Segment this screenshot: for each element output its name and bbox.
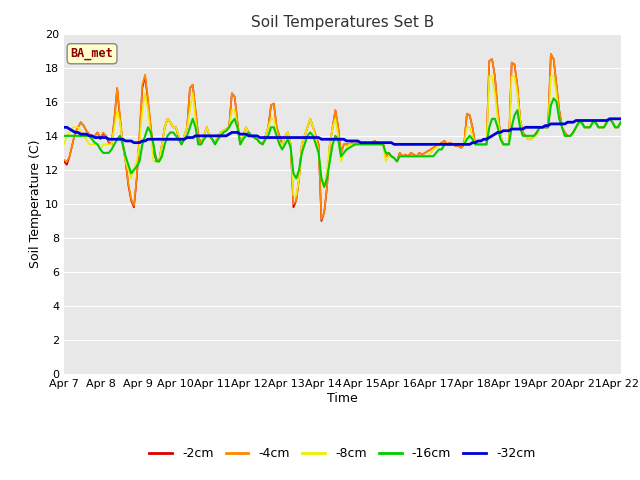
-32cm xyxy=(83,131,90,137)
-2cm xyxy=(595,124,602,130)
-32cm xyxy=(93,135,101,141)
-4cm xyxy=(617,120,625,125)
-4cm xyxy=(164,116,172,121)
-16cm xyxy=(575,120,582,125)
-16cm xyxy=(550,96,557,101)
-4cm xyxy=(575,120,582,125)
Text: BA_met: BA_met xyxy=(70,47,113,60)
Title: Soil Temperatures Set B: Soil Temperatures Set B xyxy=(251,15,434,30)
-2cm xyxy=(93,130,101,135)
-8cm xyxy=(164,116,172,121)
-4cm xyxy=(595,124,602,130)
-8cm xyxy=(595,124,602,130)
-4cm xyxy=(317,216,325,222)
-2cm xyxy=(164,116,172,121)
-32cm xyxy=(60,124,68,130)
-4cm xyxy=(83,128,90,133)
Line: -8cm: -8cm xyxy=(64,76,621,195)
Y-axis label: Soil Temperature (C): Soil Temperature (C) xyxy=(29,140,42,268)
-16cm xyxy=(617,120,625,125)
-2cm xyxy=(617,120,625,125)
-4cm xyxy=(60,157,68,163)
-4cm xyxy=(93,130,101,135)
-16cm xyxy=(209,136,216,142)
X-axis label: Time: Time xyxy=(327,392,358,405)
-16cm xyxy=(60,133,68,139)
Line: -16cm: -16cm xyxy=(64,98,621,187)
-8cm xyxy=(83,136,90,142)
-8cm xyxy=(289,192,297,198)
-32cm xyxy=(572,118,580,123)
-8cm xyxy=(209,136,216,142)
-2cm xyxy=(317,218,325,224)
-4cm xyxy=(209,136,216,142)
Line: -4cm: -4cm xyxy=(64,54,621,219)
-2cm xyxy=(547,51,555,57)
-16cm xyxy=(93,142,101,147)
-8cm xyxy=(93,142,101,147)
Line: -32cm: -32cm xyxy=(64,119,621,144)
-32cm xyxy=(209,133,216,139)
-8cm xyxy=(60,142,68,147)
-16cm xyxy=(164,133,172,139)
-32cm xyxy=(617,116,625,121)
-32cm xyxy=(606,116,614,121)
-32cm xyxy=(164,136,172,142)
Line: -2cm: -2cm xyxy=(64,54,621,221)
-16cm xyxy=(321,184,328,190)
-8cm xyxy=(486,73,493,79)
-16cm xyxy=(595,124,602,130)
-32cm xyxy=(390,142,398,147)
Legend: -2cm, -4cm, -8cm, -16cm, -32cm: -2cm, -4cm, -8cm, -16cm, -32cm xyxy=(145,442,540,465)
-2cm xyxy=(209,136,216,142)
-8cm xyxy=(575,120,582,125)
-4cm xyxy=(547,51,555,57)
-16cm xyxy=(83,133,90,139)
-32cm xyxy=(592,118,600,123)
-2cm xyxy=(83,128,90,133)
-2cm xyxy=(575,120,582,125)
-8cm xyxy=(617,120,625,125)
-2cm xyxy=(60,158,68,164)
